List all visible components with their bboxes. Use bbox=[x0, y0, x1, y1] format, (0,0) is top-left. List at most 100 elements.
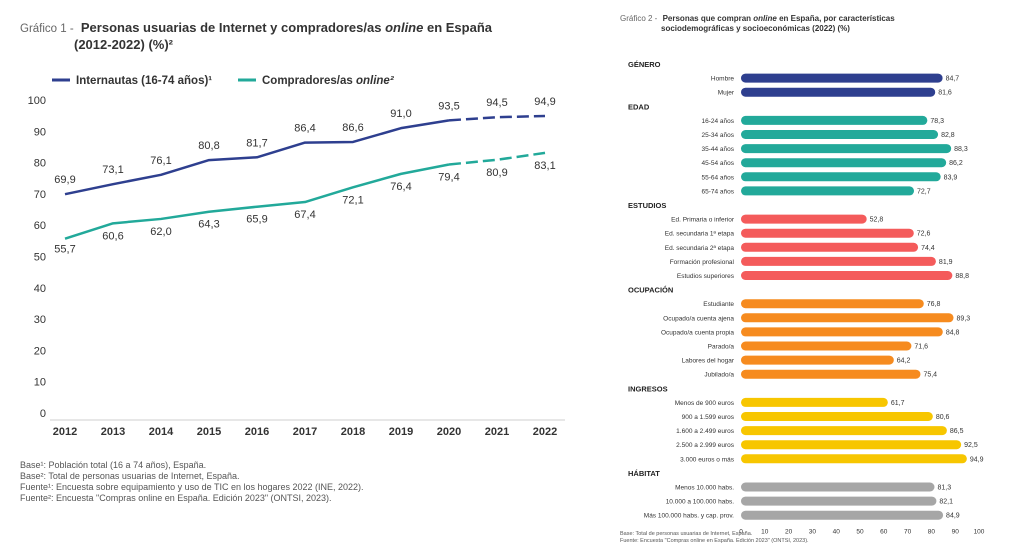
bar bbox=[741, 87, 936, 97]
bar bbox=[741, 341, 912, 351]
chart2-title-a: Personas que compran bbox=[663, 14, 754, 23]
x-tick-label: 2013 bbox=[101, 426, 125, 438]
bar-value-label: 88,8 bbox=[955, 273, 969, 280]
bar-value-label: 52,8 bbox=[870, 217, 884, 224]
x-tick-label: 2020 bbox=[437, 426, 461, 438]
chart1-title-online: online bbox=[385, 20, 423, 35]
chart1-note: Base²: Total de personas usuarias de Int… bbox=[20, 471, 239, 481]
bar bbox=[741, 327, 943, 337]
bar bbox=[741, 186, 915, 196]
data-label: 83,1 bbox=[534, 160, 555, 172]
group-heading: INGRESOS bbox=[628, 384, 668, 393]
data-label: 62,0 bbox=[150, 226, 171, 238]
bar bbox=[741, 454, 967, 464]
x-tick-label: 2019 bbox=[389, 426, 413, 438]
x-tick-label: 2022 bbox=[533, 426, 557, 438]
data-label: 86,4 bbox=[294, 123, 315, 135]
x-tick-label: 70 bbox=[904, 528, 912, 535]
bar-category-label: Mujer bbox=[718, 90, 735, 97]
bar-value-label: 82,1 bbox=[939, 499, 953, 506]
chart1-title-a: Personas usuarias de Internet y comprado… bbox=[81, 20, 385, 35]
chart2-plot: GÉNERO Hombre 84,7 Mujer 81,6 EDAD 16-24 años 7… bbox=[628, 60, 985, 535]
svg-text:Gráfico 2 - Personas que: Gráfico 2 - Personas que compran online … bbox=[620, 14, 895, 23]
bar-category-label: 10.000 a 100.000 habs. bbox=[666, 499, 735, 506]
bar bbox=[741, 144, 952, 154]
bar-category-label: Ed. secundaria 2ª etapa bbox=[665, 245, 735, 252]
x-tick-label: 100 bbox=[974, 528, 985, 535]
legend-label-internautas: Internautas (16-74 años)¹ bbox=[76, 75, 212, 87]
legend-label-compradores: Compradores/as online² bbox=[262, 75, 395, 87]
bar-category-label: 35-44 años bbox=[701, 146, 734, 153]
bar-category-label: Ed. secundaria 1ª etapa bbox=[665, 231, 735, 238]
chart2-notes: Base: Total de personas usuarias de Inte… bbox=[620, 531, 809, 544]
x-tick-label: 60 bbox=[880, 528, 888, 535]
x-tick-label: 30 bbox=[809, 528, 817, 535]
bar-category-label: Formación profesional bbox=[670, 259, 735, 266]
bar bbox=[741, 242, 919, 252]
bar-category-label: 25-34 años bbox=[701, 132, 734, 139]
data-label: 94,5 bbox=[486, 97, 507, 109]
bar-category-label: Parado/a bbox=[708, 344, 735, 351]
bar bbox=[741, 271, 953, 280]
y-tick-label: 80 bbox=[34, 158, 46, 170]
chart1-title-b: en España bbox=[423, 20, 492, 35]
y-tick-label: 30 bbox=[34, 314, 46, 326]
chart2-note: Fuente: Encuesta "Compras online en Espa… bbox=[620, 538, 809, 544]
x-tick-label: 2017 bbox=[293, 426, 317, 438]
bar-category-label: Ed. Primaria o inferior bbox=[671, 217, 735, 224]
data-label: 94,9 bbox=[534, 96, 555, 108]
x-tick-label: 2015 bbox=[197, 426, 221, 438]
data-label: 55,7 bbox=[54, 244, 75, 256]
data-label: 80,8 bbox=[198, 140, 219, 152]
bar-value-label: 71,6 bbox=[914, 344, 928, 351]
bar-value-label: 64,2 bbox=[897, 358, 911, 365]
bar bbox=[741, 355, 894, 365]
bar-value-label: 78,3 bbox=[930, 118, 944, 125]
bar-value-label: 83,9 bbox=[944, 174, 958, 181]
series-line-internautas bbox=[64, 119, 450, 196]
bar bbox=[741, 130, 939, 139]
y-tick-label: 100 bbox=[28, 95, 46, 107]
chart1-note: Fuente²: Encuesta "Compras online en Esp… bbox=[20, 493, 332, 503]
bar-value-label: 72,7 bbox=[917, 188, 931, 195]
bar-category-label: Ocupado/a cuenta ajena bbox=[663, 315, 734, 322]
data-label: 76,4 bbox=[390, 181, 411, 193]
bar-value-label: 72,6 bbox=[917, 231, 931, 238]
chart2-title-b: en España, por características bbox=[777, 14, 895, 23]
bar-category-label: Menos de 900 euros bbox=[675, 400, 735, 407]
bar-value-label: 75,4 bbox=[923, 372, 937, 379]
bar-value-label: 81,9 bbox=[939, 259, 953, 266]
bar bbox=[741, 496, 937, 506]
bar-value-label: 81,6 bbox=[938, 90, 952, 97]
data-label: 73,1 bbox=[102, 164, 123, 176]
bar-category-label: Jubilado/a bbox=[704, 372, 734, 379]
series-line-projection bbox=[448, 114, 546, 122]
bar-value-label: 76,8 bbox=[927, 301, 941, 308]
bar-category-label: Estudiante bbox=[703, 301, 734, 308]
group-heading: GÉNERO bbox=[628, 60, 661, 69]
y-tick-label: 70 bbox=[34, 189, 46, 201]
bar-value-label: 84,9 bbox=[946, 513, 960, 520]
x-tick-label: 80 bbox=[928, 528, 936, 535]
x-tick-label: 90 bbox=[952, 528, 960, 535]
bar-value-label: 86,2 bbox=[949, 160, 963, 167]
bar bbox=[741, 369, 921, 379]
y-tick-label: 60 bbox=[34, 220, 46, 232]
x-tick-label: 20 bbox=[785, 528, 793, 535]
bar-value-label: 80,6 bbox=[936, 414, 950, 421]
y-tick-label: 50 bbox=[34, 252, 46, 264]
bar-category-label: Más 100.000 habs. y cap. prov. bbox=[644, 513, 734, 520]
bar bbox=[741, 412, 933, 421]
chart1-prefix: Gráfico 1 - bbox=[20, 23, 74, 35]
bar bbox=[741, 313, 954, 323]
bar-category-label: Labores del hogar bbox=[682, 358, 735, 365]
bar-value-label: 86,5 bbox=[950, 428, 964, 435]
bar bbox=[741, 115, 928, 125]
x-tick-label: 2012 bbox=[53, 426, 77, 438]
chart1-note: Base¹: Población total (16 a 74 años), E… bbox=[20, 460, 206, 470]
bar bbox=[741, 397, 888, 407]
svg-text:Gráfico 1 - Personas usu: Gráfico 1 - Personas usuarias de Interne… bbox=[20, 20, 493, 35]
chart1-note: Fuente¹: Encuesta sobre equipamiento y u… bbox=[20, 482, 364, 492]
chart2-title-online: online bbox=[753, 14, 777, 23]
bar-category-label: 3.000 euros o más bbox=[680, 456, 735, 463]
